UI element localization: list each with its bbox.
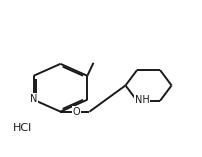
Text: N: N [30,94,37,104]
Text: O: O [72,107,80,117]
Text: NH: NH [134,95,149,105]
Text: HCl: HCl [12,123,32,133]
